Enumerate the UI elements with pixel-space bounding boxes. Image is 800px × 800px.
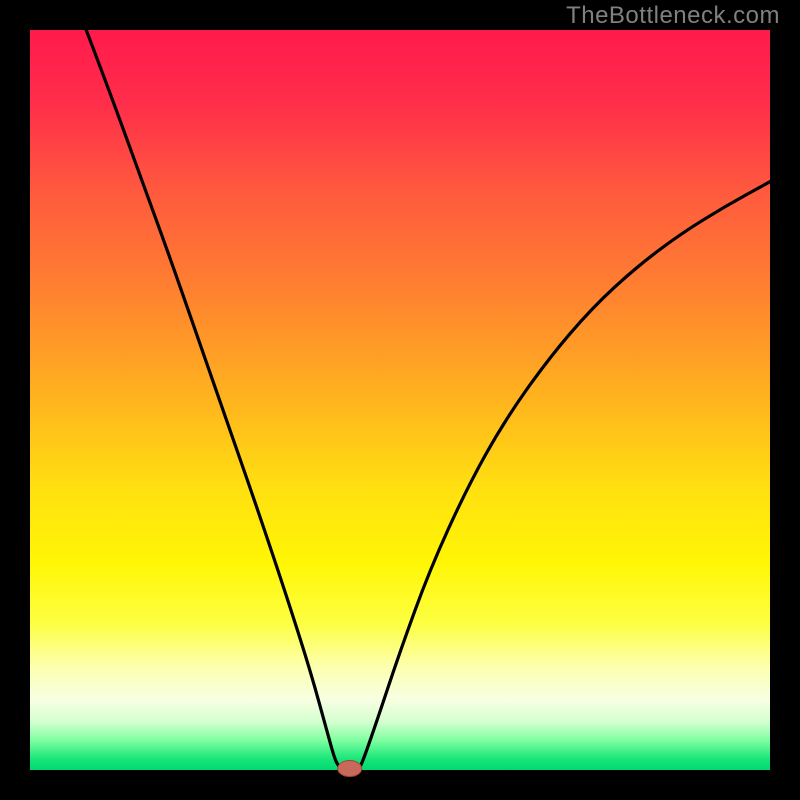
optimal-point-marker xyxy=(338,761,362,777)
gradient-background xyxy=(30,30,770,770)
chart-frame: TheBottleneck.com xyxy=(0,0,800,800)
chart-svg xyxy=(0,0,800,800)
watermark-text: TheBottleneck.com xyxy=(566,2,780,30)
